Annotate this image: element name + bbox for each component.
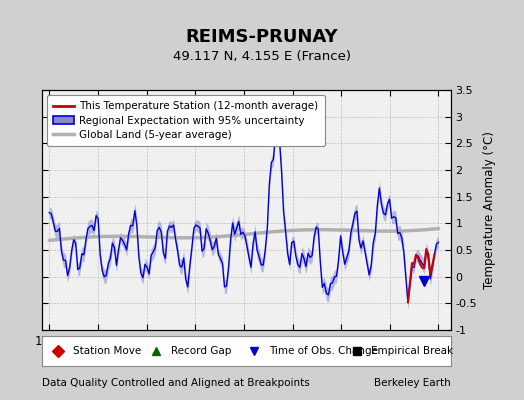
Text: REIMS-PRUNAY: REIMS-PRUNAY — [185, 28, 339, 46]
Text: Berkeley Earth: Berkeley Earth — [374, 378, 451, 388]
Text: Empirical Break: Empirical Break — [371, 346, 453, 356]
Text: Data Quality Controlled and Aligned at Breakpoints: Data Quality Controlled and Aligned at B… — [42, 378, 310, 388]
Text: 49.117 N, 4.155 E (France): 49.117 N, 4.155 E (France) — [173, 50, 351, 63]
Legend: This Temperature Station (12-month average), Regional Expectation with 95% uncer: This Temperature Station (12-month avera… — [47, 95, 325, 146]
Text: Record Gap: Record Gap — [171, 346, 231, 356]
Y-axis label: Temperature Anomaly (°C): Temperature Anomaly (°C) — [483, 131, 496, 289]
Text: Time of Obs. Change: Time of Obs. Change — [269, 346, 378, 356]
Text: Station Move: Station Move — [72, 346, 141, 356]
